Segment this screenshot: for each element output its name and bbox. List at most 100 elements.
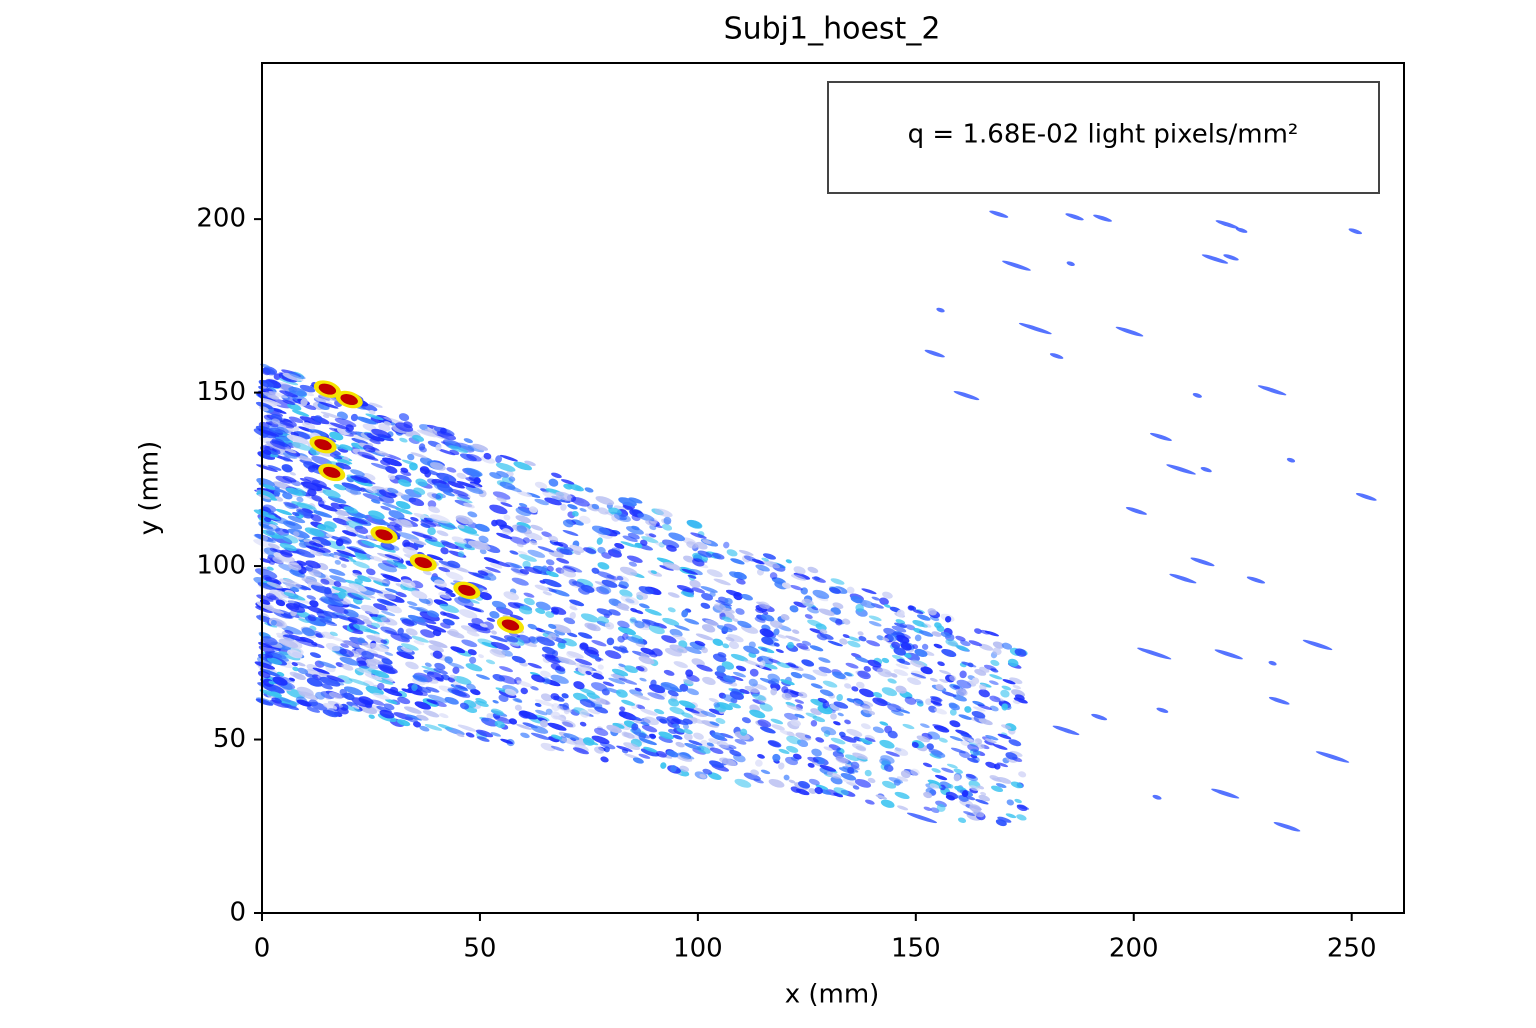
spray-blob [511,577,529,586]
spray-blob [287,403,302,411]
hotspot [414,557,432,569]
spray-blob [461,639,478,648]
spray-blob [456,497,473,504]
spray-blob [352,561,370,569]
spray-blob [395,422,414,432]
spray-blob [638,753,651,759]
spray-blob [997,816,1012,823]
spray-blob [833,701,849,709]
spray-blob [428,644,444,653]
spray-blob [1001,703,1008,711]
spray-blob [291,442,313,451]
spray-blob [911,741,919,748]
spray-blob [503,591,519,601]
spray-blob [539,580,546,584]
spray-blob [833,792,844,798]
spray-blob [569,612,576,620]
spray-blob [555,491,573,501]
spray-blob [785,559,792,564]
spray-blob [366,624,378,630]
spray-blob [640,721,650,726]
spray-blob [386,604,403,614]
spray-blob [900,642,912,651]
spray-blob [597,664,604,670]
spray-blob [490,641,510,651]
spray-blob [798,780,811,789]
spray-blob [339,444,353,451]
spray-blob [318,401,339,409]
spray-blob [759,628,774,638]
spray-blob [599,742,616,750]
spray-blob [618,584,628,589]
spray-blob [597,546,606,554]
spray-blob [356,657,369,665]
spray-blob [305,673,316,679]
spray-blob [891,641,901,649]
spray-blob [586,692,600,700]
spray-blob [844,754,859,762]
spray-blob [638,603,650,609]
spray-blob [868,621,882,627]
spray-blob [340,643,349,648]
spray-blob [448,628,459,637]
spray-blob [312,536,332,546]
spray-blob [807,619,823,627]
spray-blob [776,661,791,669]
spray-blob [561,719,576,728]
spray-blob [805,712,818,718]
spray-blob [485,566,501,573]
spray-blob [270,620,277,626]
spray-blob [845,662,859,669]
spray-blob [837,712,844,717]
spray-blob [526,492,541,499]
spray-blob [844,719,851,725]
spray-blob [684,742,702,750]
spray-blob [811,748,822,757]
spray-blob [866,640,881,647]
spray-blob [544,497,562,506]
spray-blob [435,444,442,451]
spray-blob [465,732,475,738]
spray-blob [993,744,1008,750]
spray-blob [933,643,943,649]
spray-blob [370,462,391,471]
spray-blob [785,662,799,669]
spray-blob [864,737,876,742]
spray-blob [491,560,511,568]
spray-blob [481,717,498,727]
spray-blob [729,691,744,700]
spray-blob [1009,750,1023,757]
spray-blob [408,605,430,614]
spray-blob [830,578,845,585]
spray-blob [476,674,491,680]
spray-blob [904,696,917,705]
spray-blob [319,618,338,627]
spray-blob [334,559,341,565]
spray-blob [366,568,376,576]
spray-blob [367,576,388,584]
spray-blob [896,776,909,782]
spray-blob [1115,326,1144,337]
spray-blob [846,698,856,703]
spray-blob [869,710,876,716]
spray-blob [518,554,537,562]
spray-blob [395,500,411,510]
spray-blob [941,767,954,773]
spray-blob [406,601,418,607]
spray-blob [319,547,331,553]
spray-blob [434,662,446,671]
spray-blob [879,739,895,749]
spray-blob [545,570,559,578]
spray-blob [699,773,707,779]
spray-blob [475,523,490,532]
spray-blob [847,640,861,648]
spray-blob [1211,788,1240,799]
spray-blob [411,590,428,600]
spray-blob [960,740,970,747]
spray-blob [317,500,325,507]
spray-blob [540,693,553,702]
spray-blob [530,524,544,531]
spray-blob [459,702,470,710]
spray-blob [299,384,316,393]
spray-blob [256,594,274,602]
